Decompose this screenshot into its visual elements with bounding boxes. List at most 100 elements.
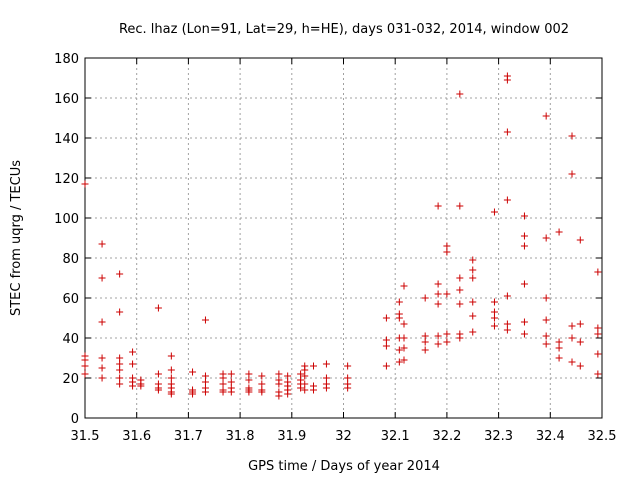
data-point (258, 372, 266, 380)
data-point (469, 256, 477, 264)
data-point (594, 324, 602, 332)
data-point (503, 128, 511, 136)
x-tick-label: 32.2 (432, 429, 461, 444)
x-tick-label: 31.5 (71, 429, 100, 444)
data-point (456, 286, 464, 294)
x-tick-label: 31.6 (122, 429, 151, 444)
data-point (400, 282, 408, 290)
data-point (382, 336, 390, 344)
data-point (344, 374, 352, 382)
data-point (219, 388, 227, 396)
data-point (301, 366, 309, 374)
data-point (490, 208, 498, 216)
x-tick-label: 32.5 (588, 429, 617, 444)
data-point (443, 330, 451, 338)
data-point (520, 280, 528, 288)
data-point (81, 180, 89, 188)
y-tick-label: 120 (54, 172, 79, 187)
data-point (129, 348, 137, 356)
data-point (301, 380, 309, 388)
data-point (98, 354, 106, 362)
data-point (116, 308, 124, 316)
y-tick-label: 100 (54, 212, 79, 227)
data-point (520, 318, 528, 326)
data-point (542, 340, 550, 348)
x-tick-label: 32 (335, 429, 352, 444)
data-point (275, 392, 283, 400)
data-point (322, 374, 330, 382)
data-point (520, 242, 528, 250)
data-point (576, 236, 584, 244)
data-point (227, 388, 235, 396)
data-point (395, 298, 403, 306)
data-point (434, 340, 442, 348)
grid-lines (85, 58, 602, 418)
x-tick-label: 32.4 (536, 429, 565, 444)
data-point (189, 390, 197, 398)
data-point (400, 344, 408, 352)
data-point (576, 320, 584, 328)
data-point (297, 370, 305, 378)
data-point (520, 232, 528, 240)
data-point (382, 362, 390, 370)
data-point (382, 314, 390, 322)
data-point (245, 370, 253, 378)
data-point (568, 132, 576, 140)
data-point (400, 320, 408, 328)
x-axis-label: GPS time / Days of year 2014 (248, 459, 440, 474)
data-point (297, 384, 305, 392)
data-point (154, 370, 162, 378)
x-tick-label: 31.7 (174, 429, 203, 444)
y-axis-ticks: 0 20 40 60 80 100 120 140 160 180 (54, 52, 602, 427)
x-tick-label: 32.1 (381, 429, 410, 444)
data-point (310, 386, 318, 394)
data-point (322, 360, 330, 368)
x-axis-ticks: 31.5 31.6 31.7 31.8 31.9 32 32.1 32.2 32.3 32.4 32… (71, 58, 617, 444)
data-point (167, 366, 175, 374)
data-point (189, 368, 197, 376)
data-point (344, 362, 352, 370)
data-point (443, 290, 451, 298)
data-point (594, 268, 602, 276)
data-point (98, 364, 106, 372)
data-point (490, 322, 498, 330)
chart-title: Rec. lhaz (Lon=91, Lat=29, h=HE), days 0… (119, 22, 569, 37)
data-point (434, 300, 442, 308)
y-axis-label: STEC from uqrg / TECUs (9, 160, 24, 316)
data-point (434, 290, 442, 298)
data-point (421, 338, 429, 346)
data-point (395, 346, 403, 354)
data-point (167, 352, 175, 360)
data-point (456, 334, 464, 342)
data-point (116, 374, 124, 382)
data-point (81, 356, 89, 364)
y-tick-label: 40 (62, 332, 79, 347)
data-point (245, 376, 253, 384)
data-point (382, 342, 390, 350)
data-point (542, 316, 550, 324)
data-point (301, 372, 309, 380)
data-point (542, 112, 550, 120)
data-point (469, 312, 477, 320)
data-point (116, 380, 124, 388)
data-point (167, 374, 175, 382)
data-points (81, 72, 602, 400)
data-point (555, 344, 563, 352)
data-point (400, 334, 408, 342)
data-point (568, 322, 576, 330)
x-tick-label: 31.9 (277, 429, 306, 444)
data-point (167, 390, 175, 398)
data-point (503, 320, 511, 328)
y-tick-label: 20 (62, 372, 79, 387)
data-point (284, 372, 292, 380)
data-point (322, 384, 330, 392)
data-point (421, 332, 429, 340)
y-tick-label: 140 (54, 132, 79, 147)
data-point (490, 298, 498, 306)
data-point (301, 386, 309, 394)
data-point (434, 280, 442, 288)
data-point (576, 362, 584, 370)
data-point (258, 380, 266, 388)
